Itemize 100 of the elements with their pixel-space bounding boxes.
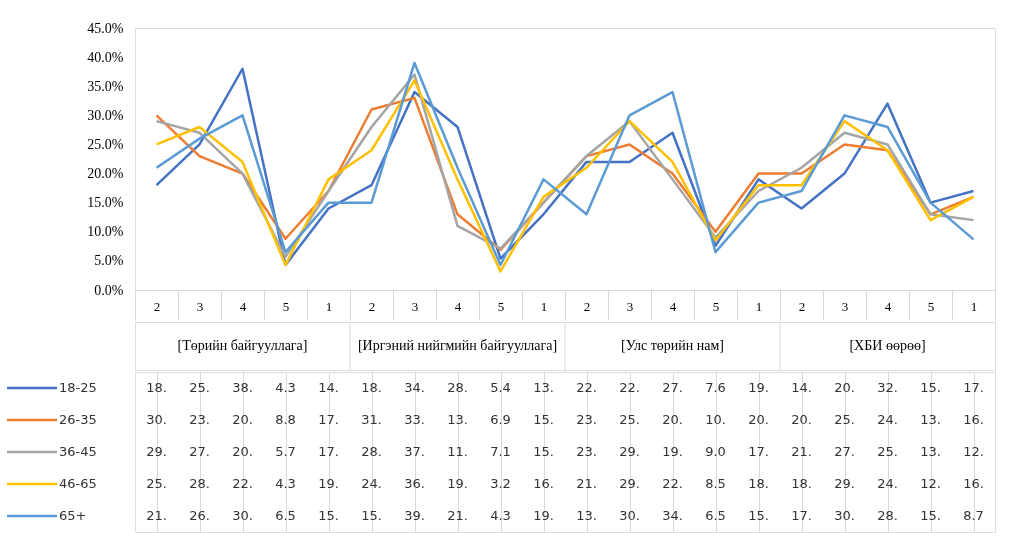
data-label: 25. <box>189 380 210 395</box>
data-label: 22. <box>576 380 597 395</box>
data-label: 16. <box>963 412 984 427</box>
data-label: 17. <box>963 380 984 395</box>
data-label: 33. <box>404 412 425 427</box>
data-label: 19. <box>533 508 554 523</box>
data-label: 19. <box>447 476 468 491</box>
data-label: 12. <box>963 444 984 459</box>
data-label: 38. <box>232 380 253 395</box>
data-label: 6.9 <box>490 412 511 427</box>
data-label: 3.2 <box>490 476 511 491</box>
data-label: 21. <box>146 508 167 523</box>
data-label: 15. <box>318 508 339 523</box>
data-label: 15. <box>533 412 554 427</box>
data-label: 25. <box>146 476 167 491</box>
x-tick-label: 4 <box>884 298 892 314</box>
data-label: 34. <box>404 380 425 395</box>
data-label: 20. <box>834 380 855 395</box>
data-label: 17. <box>318 444 339 459</box>
data-label: 30. <box>619 508 640 523</box>
legend-label: 26-35 <box>59 412 97 427</box>
data-label: 14. <box>318 380 339 395</box>
legend-label: 65+ <box>59 508 87 523</box>
data-label: 4.3 <box>275 476 296 491</box>
data-label: 26. <box>189 508 210 523</box>
x-tick-label: 4 <box>239 298 247 314</box>
x-tick-label: 5 <box>282 298 290 314</box>
data-label: 9.0 <box>705 444 726 459</box>
data-label: 29. <box>619 476 640 491</box>
y-tick-label: 5.0% <box>94 253 124 269</box>
data-label: 15. <box>361 508 382 523</box>
data-label: 20. <box>232 412 253 427</box>
x-tick-label: 3 <box>196 298 204 314</box>
y-tick-label: 0.0% <box>94 282 124 298</box>
data-label: 36. <box>404 476 425 491</box>
x-tick-label: 1 <box>970 298 978 314</box>
text: [Иргэний нийгмийн байгууллага] <box>357 338 558 353</box>
data-label: 28. <box>361 444 382 459</box>
data-label: 27. <box>189 444 210 459</box>
data-label: 28. <box>189 476 210 491</box>
data-label: 8.7 <box>963 508 984 523</box>
x-tick-label: 3 <box>841 298 849 314</box>
data-label: 29. <box>619 444 640 459</box>
x-tick-label: 3 <box>411 298 419 314</box>
data-label: 18. <box>361 380 382 395</box>
text: [ХБИ өөрөө] <box>849 338 926 353</box>
data-label: 21. <box>791 444 812 459</box>
data-label: 17. <box>318 412 339 427</box>
data-label: 21. <box>576 476 597 491</box>
y-tick-label: 25.0% <box>87 136 124 152</box>
data-label: 14. <box>791 380 812 395</box>
x-tick-label: 5 <box>712 298 720 314</box>
data-label: 28. <box>877 508 898 523</box>
y-tick-label: 20.0% <box>87 166 124 182</box>
data-label: 37. <box>404 444 425 459</box>
data-label: 24. <box>361 476 382 491</box>
data-label: 22. <box>662 476 683 491</box>
data-label: 8.5 <box>705 476 726 491</box>
data-label: 13. <box>447 412 468 427</box>
data-label: 22. <box>232 476 253 491</box>
data-label: 29. <box>146 444 167 459</box>
x-tick-label: 2 <box>368 298 376 314</box>
legend-label: 46-65 <box>59 476 97 491</box>
data-label: 25. <box>834 412 855 427</box>
y-tick-label: 40.0% <box>87 49 124 65</box>
data-label: 32. <box>877 380 898 395</box>
data-label: 19. <box>318 476 339 491</box>
data-label: 25. <box>619 412 640 427</box>
data-label: 21. <box>447 508 468 523</box>
data-label: 17. <box>748 444 769 459</box>
y-tick-label: 45.0% <box>87 20 124 36</box>
data-label: 30. <box>834 508 855 523</box>
data-label: 17. <box>791 508 812 523</box>
data-label: 15. <box>748 508 769 523</box>
data-label: 30. <box>232 508 253 523</box>
text: [Төрийн байгууллага] <box>177 338 308 353</box>
x-tick-label: 1 <box>325 298 333 314</box>
data-label: 8.8 <box>275 412 296 427</box>
x-tick-label: 4 <box>454 298 462 314</box>
x-tick-label: 5 <box>497 298 505 314</box>
data-label: 34. <box>662 508 683 523</box>
data-label: 13. <box>576 508 597 523</box>
data-label: 7.1 <box>490 444 511 459</box>
data-label: 4.3 <box>275 380 296 395</box>
data-label: 4.3 <box>490 508 511 523</box>
data-label: 18. <box>748 476 769 491</box>
y-tick-label: 35.0% <box>87 78 124 94</box>
data-label: 16. <box>533 476 554 491</box>
x-tick-label: 4 <box>669 298 677 314</box>
legend-label: 18-25 <box>59 380 97 395</box>
data-label: 23. <box>576 412 597 427</box>
data-label: 19. <box>662 444 683 459</box>
data-label: 20. <box>791 412 812 427</box>
data-label: 23. <box>189 412 210 427</box>
data-label: 7.6 <box>705 380 726 395</box>
data-label: 19. <box>748 380 769 395</box>
data-label: 5.7 <box>275 444 296 459</box>
data-label: 24. <box>877 412 898 427</box>
data-label: 11. <box>447 444 468 459</box>
legend-label: 36-45 <box>59 444 97 459</box>
